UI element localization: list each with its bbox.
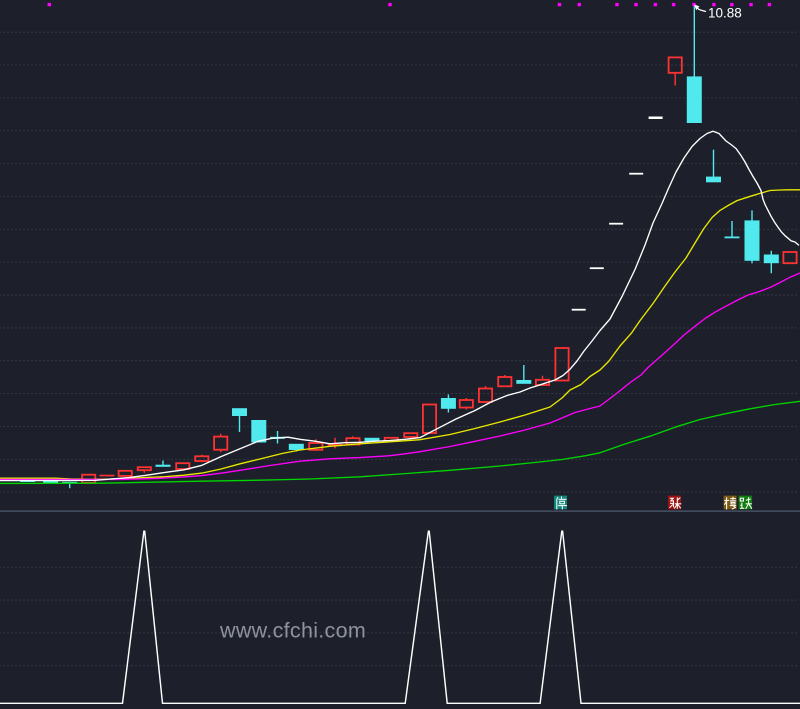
svg-text:www.cfchi.com: www.cfchi.com [219, 619, 366, 643]
svg-text:10.88: 10.88 [708, 6, 742, 21]
